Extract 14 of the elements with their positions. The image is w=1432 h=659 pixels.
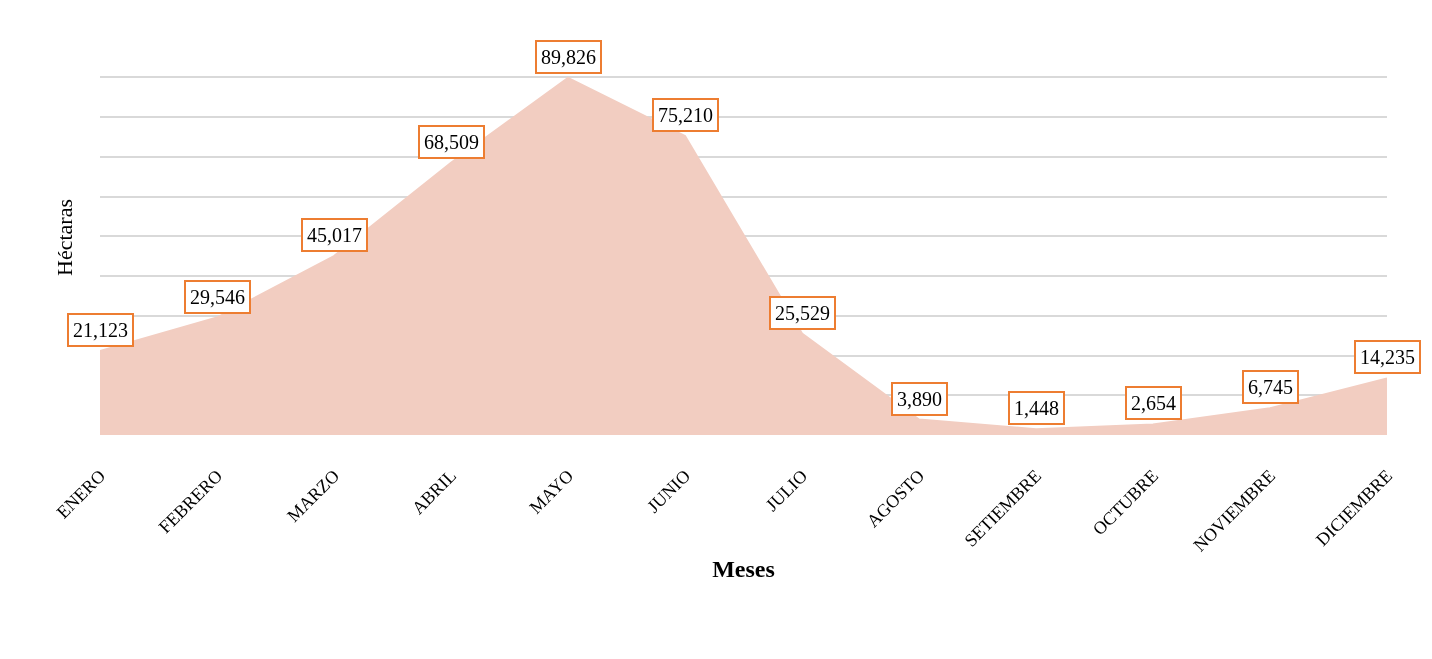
data-label: 89,826 — [541, 46, 596, 68]
data-label: 21,123 — [73, 319, 128, 341]
data-label: 68,509 — [424, 131, 479, 153]
data-label: 25,529 — [775, 302, 830, 324]
data-label: 3,890 — [897, 388, 942, 410]
x-axis-title: Meses — [712, 555, 775, 582]
data-label: 75,210 — [658, 104, 713, 126]
data-label: 45,017 — [307, 224, 362, 246]
data-label: 1,448 — [1014, 397, 1059, 419]
data-label: 2,654 — [1131, 392, 1176, 414]
data-label: 14,235 — [1360, 346, 1415, 368]
data-label: 29,546 — [190, 286, 245, 308]
data-label: 6,745 — [1248, 376, 1293, 398]
y-axis-title: Héctaras — [51, 199, 77, 276]
